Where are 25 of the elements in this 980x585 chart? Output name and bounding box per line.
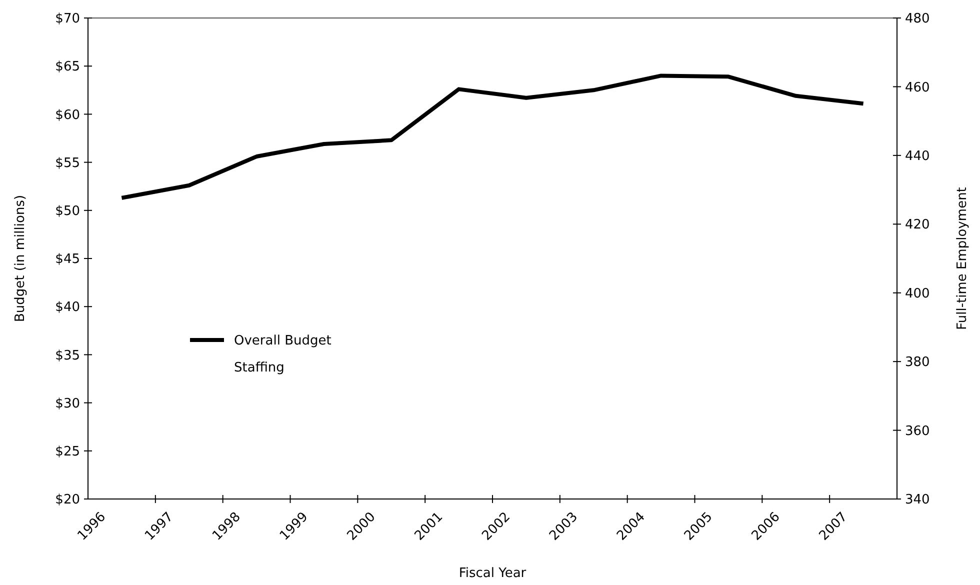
- y2-tick-label: 400: [905, 286, 930, 302]
- y2-tick-label: 460: [905, 80, 930, 96]
- y2-tick-label: 340: [905, 492, 930, 508]
- y2-tick-label: 420: [905, 218, 930, 233]
- y-tick-label: $35: [55, 348, 80, 364]
- line-series: [120, 74, 866, 200]
- annotation: Staffing: [234, 360, 284, 376]
- x-axis-title: Fiscal Year: [458, 566, 527, 581]
- y2-tick-label: 360: [905, 424, 930, 439]
- y-tick-label: $65: [55, 60, 80, 75]
- y-tick-label: $30: [55, 396, 80, 412]
- y2-tick-label: 480: [905, 12, 930, 27]
- legend-label: Overall Budget: [234, 334, 332, 349]
- y-tick-label: $70: [55, 12, 80, 27]
- y2-tick-label: 440: [905, 148, 930, 164]
- y2-tick-label: 380: [905, 355, 930, 370]
- y-tick-label: $50: [55, 204, 80, 219]
- y-axis-title: Budget (in millions): [13, 194, 28, 322]
- y-tick-label: $25: [55, 444, 80, 460]
- y2-axis-title: Full-time Employment: [955, 187, 970, 330]
- y-tick-label: $60: [55, 108, 80, 123]
- y-tick-label: $45: [55, 252, 80, 268]
- y-tick-label: $40: [55, 300, 80, 316]
- y-tick-label: $20: [55, 492, 80, 508]
- y-tick-label: $55: [55, 156, 80, 171]
